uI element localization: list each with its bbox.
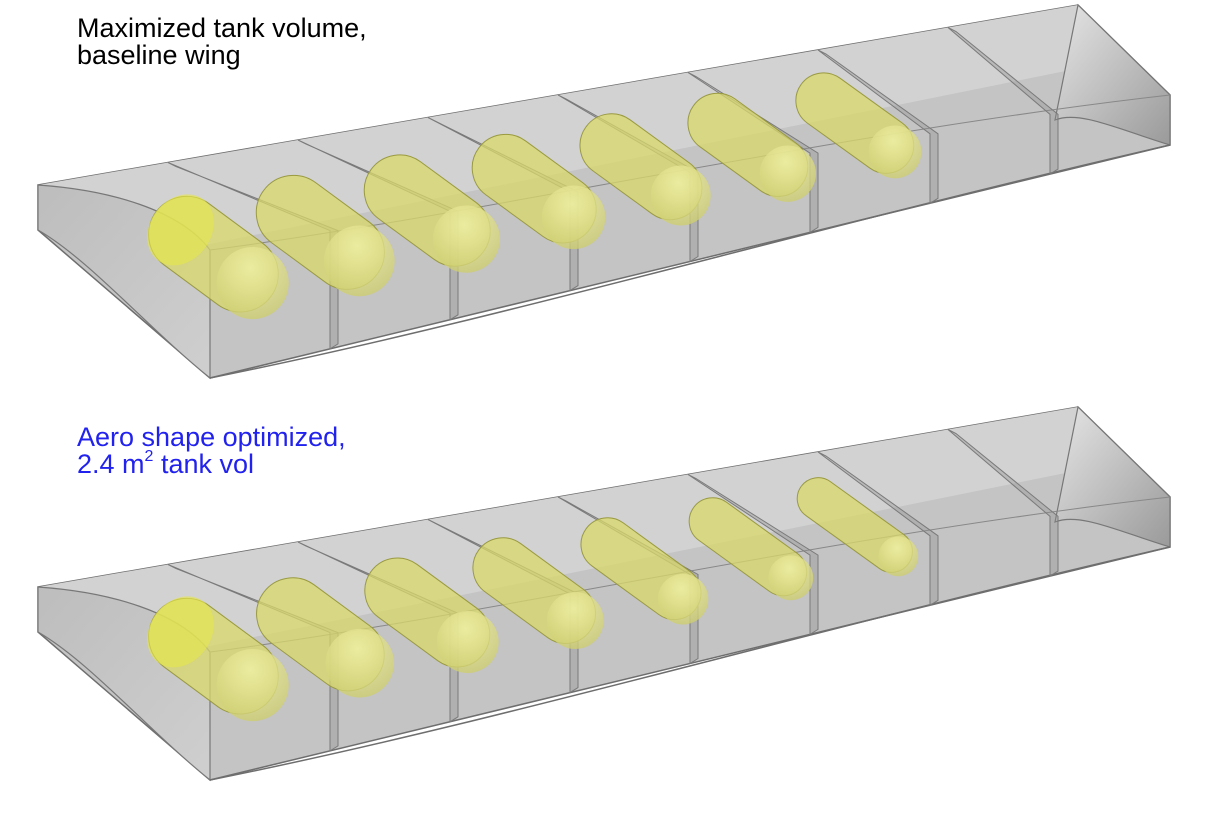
tank-volume-value: 2.4 m — [77, 449, 145, 479]
fuel-tank-highlight — [147, 596, 214, 668]
fuel-tank — [364, 557, 499, 674]
fuel-tank — [147, 194, 289, 320]
panel-title-optimized-line1: Aero shape optimized, — [77, 422, 346, 452]
fuel-tank-end-cap — [546, 591, 604, 649]
fuel-tank-end-cap — [323, 225, 395, 297]
fuel-tank-end-cap — [650, 165, 711, 226]
baseline-wing — [37, 3, 1171, 380]
wing-rib — [817, 49, 939, 205]
fuel-tank-end-cap — [768, 555, 814, 601]
fuel-tank — [147, 596, 289, 722]
panel-title-baseline: Maximized tank volume, baseline wing — [77, 15, 367, 69]
fuel-tank — [363, 154, 500, 273]
wing-rib — [687, 474, 819, 636]
wing-rib — [817, 451, 939, 607]
wing-lower-edge — [209, 546, 1171, 781]
fuel-tank-end-cap — [436, 611, 499, 674]
fuel-tank — [256, 577, 395, 698]
fuel-tank-end-cap — [657, 573, 709, 625]
panel-title-optimized-line2: 2.4 m2 tank vol — [77, 448, 346, 479]
tank-volume-suffix: tank vol — [153, 449, 254, 479]
fuel-tank — [687, 92, 816, 202]
fuel-tank-end-cap — [216, 648, 289, 722]
fuel-tank-end-cap — [759, 145, 816, 202]
fuel-tank — [580, 517, 709, 625]
fuel-tank — [688, 497, 814, 601]
panel-title-optimized: Aero shape optimized, 2.4 m2 tank vol — [77, 424, 346, 478]
fuel-tank — [795, 72, 922, 179]
aero-optimized-wing — [37, 405, 1171, 782]
fuel-tank-end-cap — [868, 125, 922, 179]
fuel-tank-end-cap — [541, 185, 606, 250]
wing-rib — [947, 27, 1059, 176]
fuel-tank-highlight — [147, 194, 214, 266]
unit-exponent: 2 — [144, 448, 154, 465]
fuel-tank — [579, 113, 711, 226]
wing-rib — [947, 429, 1059, 578]
panel-title-baseline-line1: Maximized tank volume, — [77, 13, 367, 43]
fuel-tank — [255, 174, 395, 297]
fuel-tank-end-cap — [325, 628, 395, 698]
wing-rib — [687, 72, 819, 234]
fuel-tank-end-cap — [216, 246, 289, 320]
panel-title-baseline-line2: baseline wing — [77, 40, 241, 70]
fuel-tank — [472, 537, 604, 649]
wing-lower-edge — [209, 144, 1171, 379]
fuel-tank-end-cap — [878, 536, 919, 577]
fuel-tank — [471, 133, 606, 250]
fuel-tank-end-cap — [432, 205, 500, 273]
fuel-tank — [796, 477, 919, 577]
